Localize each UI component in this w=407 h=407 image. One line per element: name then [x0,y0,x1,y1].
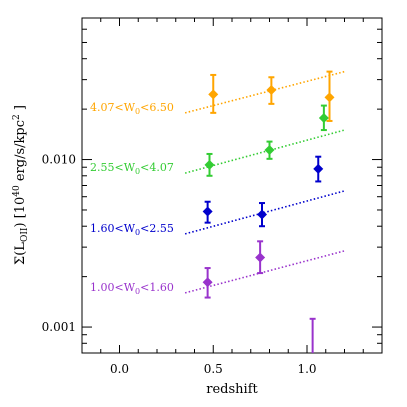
y-tick-label: 0.001 [42,320,76,334]
x-tick-label: 0.0 [110,362,129,376]
data-point-diamond [324,92,335,103]
data-point-diamond [257,209,267,220]
data-point-diamond [255,252,266,263]
data-point-diamond [313,163,324,174]
series-label: 1.00<W0<1.60 [90,281,174,296]
data-point-diamond [204,159,215,170]
series-label: 2.55<W0<4.07 [90,161,174,176]
data-point-diamond [202,206,213,217]
fit-line [184,250,345,294]
fit-line [184,70,345,114]
y-axis-title: Σ(LOII) [1040 erg/s/kpc2 ] [12,105,30,265]
series-labels: 4.07<W0<6.50 2.55<W0<4.07 1.60<W0<2.55 1.00… [90,101,174,296]
plot-frame [81,17,383,354]
x-axis-title: redshift [206,382,258,397]
y-tick-label: 0.010 [42,153,76,167]
data-point-diamond [202,277,213,288]
data-point-diamond [318,113,329,124]
data-points [202,70,335,353]
data-point-diamond [266,85,277,96]
series-label: 1.60<W0<2.55 [90,222,174,237]
data-point-diamond [264,145,275,156]
data-point-diamond [208,89,219,100]
series-label: 4.07<W0<6.50 [90,101,174,116]
tick-labels: 0.0 0.5 1.0 0.001 0.010 [42,153,317,376]
fit-line [184,129,345,174]
x-tick-label: 1.0 [297,362,316,376]
axis-ticks [81,17,383,354]
x-tick-label: 0.5 [204,362,223,376]
